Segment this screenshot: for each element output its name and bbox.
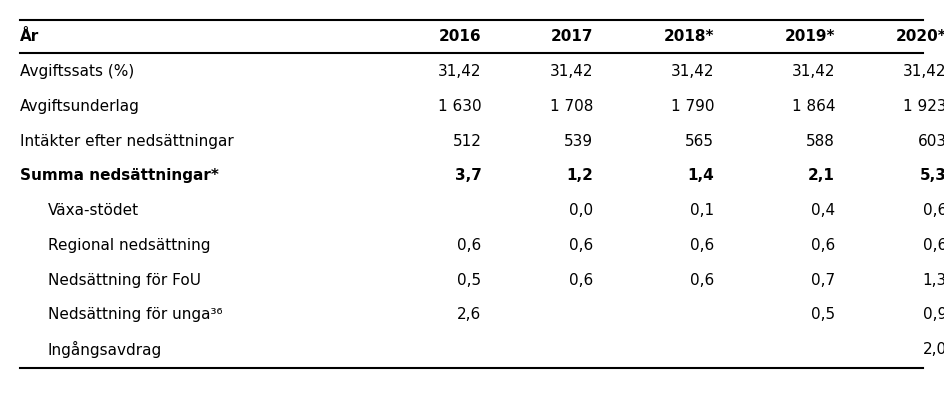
Text: Avgiftsunderlag: Avgiftsunderlag: [20, 99, 140, 113]
Text: 2016: 2016: [438, 29, 481, 45]
Text: Nedsättning för FoU: Nedsättning för FoU: [48, 272, 201, 287]
Text: 31,42: 31,42: [549, 64, 593, 79]
Text: 603: 603: [917, 134, 944, 148]
Text: 1 708: 1 708: [549, 99, 593, 113]
Text: 0,4: 0,4: [810, 203, 834, 218]
Text: 1 923: 1 923: [902, 99, 944, 113]
Text: Summa nedsättningar*: Summa nedsättningar*: [20, 168, 219, 183]
Text: Ingångsavdrag: Ingångsavdrag: [48, 340, 162, 357]
Text: Nedsättning för unga³⁶: Nedsättning för unga³⁶: [48, 307, 222, 322]
Text: 0,6: 0,6: [689, 237, 714, 252]
Text: 0,6: 0,6: [689, 272, 714, 287]
Text: 2,0: 2,0: [921, 341, 944, 356]
Text: 31,42: 31,42: [438, 64, 481, 79]
Text: 2,6: 2,6: [457, 307, 481, 322]
Text: 1 864: 1 864: [791, 99, 834, 113]
Text: 588: 588: [805, 134, 834, 148]
Text: 0,0: 0,0: [568, 203, 593, 218]
Text: Intäkter efter nedsättningar: Intäkter efter nedsättningar: [20, 134, 233, 148]
Text: 2017: 2017: [550, 29, 593, 45]
Text: 0,7: 0,7: [810, 272, 834, 287]
Text: 2019*: 2019*: [784, 29, 834, 45]
Text: 539: 539: [564, 134, 593, 148]
Text: 1,2: 1,2: [565, 168, 593, 183]
Text: 0,5: 0,5: [457, 272, 481, 287]
Text: 2018*: 2018*: [663, 29, 714, 45]
Text: 0,1: 0,1: [689, 203, 714, 218]
Text: 2,1: 2,1: [807, 168, 834, 183]
Text: 31,42: 31,42: [791, 64, 834, 79]
Text: 0,6: 0,6: [810, 237, 834, 252]
Text: 1 790: 1 790: [670, 99, 714, 113]
Text: 0,6: 0,6: [457, 237, 481, 252]
Text: 512: 512: [452, 134, 481, 148]
Text: 31,42: 31,42: [670, 64, 714, 79]
Text: 3,7: 3,7: [454, 168, 481, 183]
Text: 0,6: 0,6: [921, 203, 944, 218]
Text: Växa-stödet: Växa-stödet: [48, 203, 139, 218]
Text: 1 630: 1 630: [437, 99, 481, 113]
Text: 1,3: 1,3: [921, 272, 944, 287]
Text: 0,5: 0,5: [810, 307, 834, 322]
Text: 31,42: 31,42: [902, 64, 944, 79]
Text: 0,6: 0,6: [568, 237, 593, 252]
Text: År: År: [20, 29, 40, 45]
Text: Avgiftssats (%): Avgiftssats (%): [20, 64, 134, 79]
Text: 0,6: 0,6: [568, 272, 593, 287]
Text: 0,6: 0,6: [921, 237, 944, 252]
Text: 5,3: 5,3: [919, 168, 944, 183]
Text: 2020*: 2020*: [895, 29, 944, 45]
Text: 1,4: 1,4: [686, 168, 714, 183]
Text: 0,9: 0,9: [921, 307, 944, 322]
Text: Regional nedsättning: Regional nedsättning: [48, 237, 211, 252]
Text: 565: 565: [684, 134, 714, 148]
